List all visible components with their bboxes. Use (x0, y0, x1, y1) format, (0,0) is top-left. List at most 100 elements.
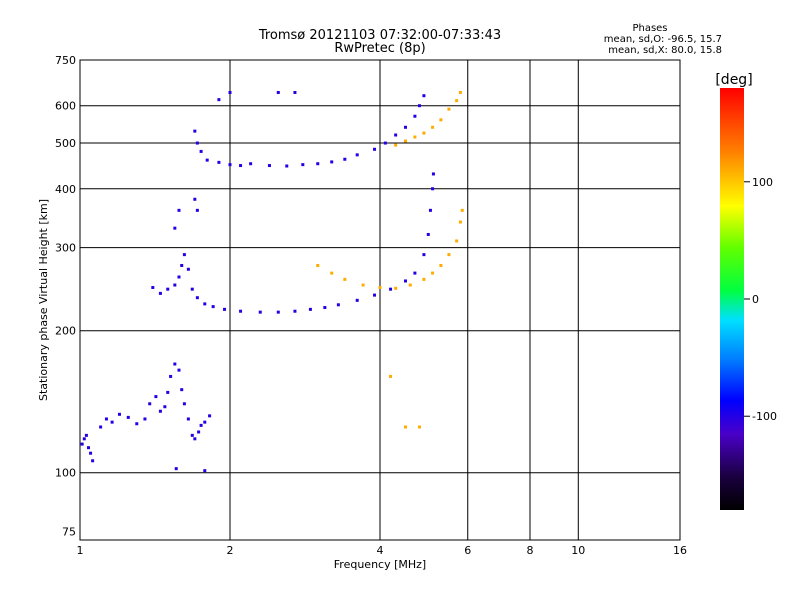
data-point (199, 149, 203, 153)
data-point (330, 271, 334, 275)
data-point (154, 395, 158, 399)
data-point (84, 433, 88, 437)
data-point (458, 90, 462, 94)
data-point (403, 425, 407, 429)
data-point (447, 253, 451, 257)
y-tick-labels: 75 100 200 300 400 500 600 750 (55, 54, 76, 539)
data-point (378, 286, 382, 290)
data-point (431, 172, 435, 176)
phases-stat-x: mean, sd,X: 80.0, 15.8 (608, 45, 722, 56)
data-point (135, 422, 139, 426)
data-point (177, 368, 181, 372)
data-point (166, 390, 170, 394)
data-point (177, 208, 181, 212)
data-point (285, 164, 289, 168)
phases-stat-o: mean, sd,O: -96.5, 15.7 (604, 34, 722, 45)
data-point (394, 133, 398, 137)
colorbar-tick-label: 100 (752, 176, 773, 189)
x-tick-label: 1 (77, 544, 84, 557)
data-point (197, 430, 201, 434)
data-points (80, 90, 464, 473)
data-point (190, 433, 194, 437)
colorbar-tick-label: 0 (752, 293, 759, 306)
colorbar-ticks: -100 0 100 (744, 176, 777, 423)
data-point (258, 310, 262, 314)
data-point (422, 277, 426, 281)
y-tick-label: 750 (55, 54, 76, 67)
y-tick-label: 75 (62, 526, 76, 539)
data-point (173, 226, 177, 230)
data-point (408, 283, 412, 287)
data-point (426, 232, 430, 236)
y-axis-label: Stationary phase Virtual Height [km] (37, 199, 50, 401)
data-point (174, 467, 178, 471)
data-point (413, 114, 417, 118)
phases-header: Phases (632, 23, 667, 34)
data-point (455, 99, 459, 103)
data-point (293, 90, 297, 94)
data-point (182, 402, 186, 406)
grid-lines (80, 60, 680, 540)
data-point (217, 160, 221, 164)
data-point (228, 163, 232, 167)
data-point (394, 143, 398, 147)
data-point (316, 162, 320, 166)
data-point (186, 267, 190, 271)
data-point (166, 287, 170, 291)
data-point (439, 118, 443, 122)
data-point (373, 293, 377, 297)
data-point (91, 459, 95, 463)
data-point (211, 305, 215, 309)
data-point (276, 310, 280, 314)
data-point (239, 309, 243, 313)
data-point (217, 98, 221, 102)
x-tick-label: 8 (527, 544, 534, 557)
data-point (413, 135, 417, 139)
data-point (431, 125, 435, 129)
data-point (394, 286, 398, 290)
data-point (163, 405, 167, 409)
data-point (293, 309, 297, 313)
data-point (403, 139, 407, 143)
data-point (205, 158, 209, 162)
data-point (403, 125, 407, 129)
colorbar-label: [deg] (715, 72, 752, 88)
data-point (203, 420, 207, 424)
x-tick-label: 6 (464, 544, 471, 557)
data-point (389, 374, 393, 378)
data-point (86, 446, 90, 450)
data-point (89, 451, 93, 455)
x-tick-label: 4 (377, 544, 384, 557)
y-tick-label: 200 (55, 325, 76, 338)
data-point (276, 90, 280, 94)
x-tick-label: 16 (673, 544, 687, 557)
x-axis-label: Frequency [MHz] (334, 558, 426, 571)
data-point (389, 287, 393, 291)
data-point (173, 362, 177, 366)
data-point (428, 208, 432, 212)
data-point (330, 160, 334, 164)
colorbar-tick-label: -100 (752, 410, 777, 423)
data-point (413, 271, 417, 275)
data-point (422, 253, 426, 257)
data-point (431, 271, 435, 275)
data-point (203, 302, 207, 306)
data-point (193, 197, 197, 201)
data-point (343, 277, 347, 281)
data-point (173, 283, 177, 287)
x-tick-label: 2 (227, 544, 234, 557)
data-point (301, 163, 305, 167)
data-point (439, 264, 443, 268)
y-tick-label: 600 (55, 100, 76, 113)
data-point (180, 264, 184, 268)
data-point (195, 141, 199, 145)
data-point (177, 275, 181, 279)
data-point (126, 415, 130, 419)
data-point (373, 147, 377, 151)
data-point (82, 437, 86, 441)
data-point (195, 208, 199, 212)
data-point (110, 420, 114, 424)
data-point (158, 409, 162, 413)
data-point (151, 286, 155, 290)
data-point (169, 374, 173, 378)
